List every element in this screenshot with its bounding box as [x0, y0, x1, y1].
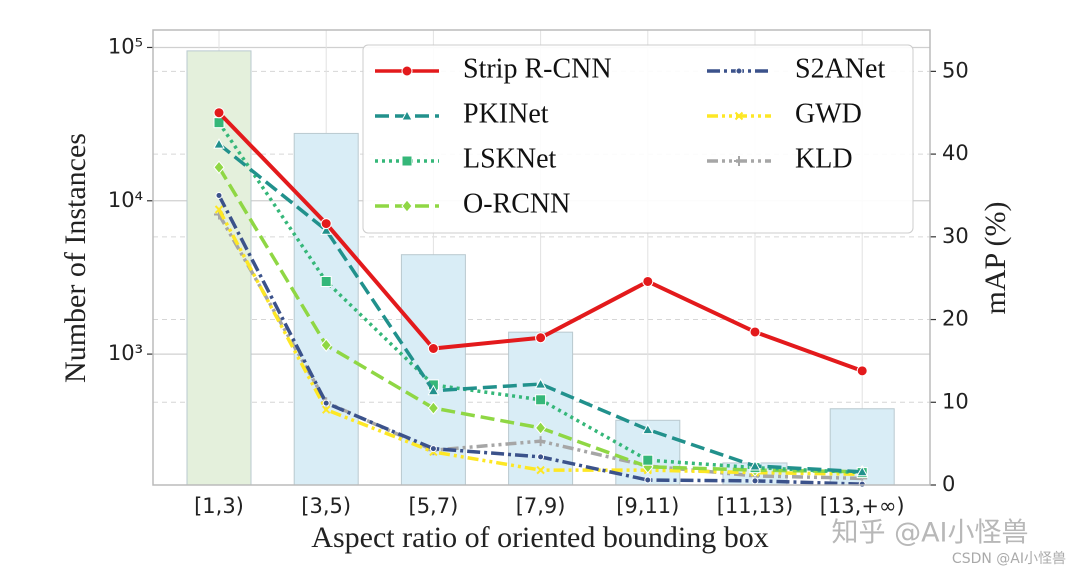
legend-marker — [401, 109, 413, 121]
line-marker — [320, 338, 332, 352]
x-tick-label: [3,5) — [301, 494, 351, 518]
line-marker — [534, 421, 547, 435]
legend-marker — [401, 199, 413, 213]
y2-tick-label: 40 — [942, 141, 969, 165]
line-marker — [535, 394, 547, 406]
y2-tick-label: 20 — [942, 307, 969, 331]
line-marker — [642, 275, 654, 287]
legend-label: Strip R-CNN — [463, 53, 612, 84]
legend-label: S2ANet — [795, 53, 885, 84]
x-tick-label: [9,11) — [616, 494, 679, 518]
line-marker — [213, 160, 225, 175]
line-marker — [427, 343, 439, 354]
line-marker — [749, 459, 761, 471]
line-marker — [858, 480, 866, 488]
x-tick-label: [1,3) — [194, 494, 244, 518]
x-tick-label: [5,7) — [409, 494, 459, 518]
line-marker — [535, 332, 547, 344]
y-tick-label: 10⁵ — [108, 34, 143, 58]
line-marker — [641, 423, 654, 435]
line-marker — [213, 107, 225, 119]
line-marker — [856, 365, 868, 377]
line-marker — [321, 405, 331, 414]
legend-marker — [734, 156, 744, 166]
legend-label: KLD — [795, 143, 853, 174]
legend-marker — [735, 67, 743, 75]
x-axis-label: Aspect ratio of oriented bounding box — [311, 521, 768, 554]
line-marker — [856, 465, 869, 477]
line-marker — [535, 436, 546, 447]
legend-label: GWD — [795, 98, 862, 129]
line-marker — [322, 399, 330, 407]
x-tick-label: [11,13) — [717, 494, 794, 518]
x-tick-label: [13,+∞) — [820, 494, 905, 518]
legend-marker — [734, 111, 744, 121]
y2-tick-label: 50 — [942, 58, 969, 82]
line-marker — [320, 275, 332, 287]
line-marker — [644, 476, 652, 484]
watermark-footer: CSDN @AI小怪兽 — [952, 551, 1066, 567]
y2-tick-label: 10 — [942, 389, 969, 413]
line-marker — [427, 401, 440, 415]
legend-box — [362, 44, 914, 234]
plot-frame — [152, 29, 931, 486]
line-marker — [429, 445, 437, 453]
line-marker — [751, 477, 759, 485]
line-marker — [213, 138, 225, 149]
line-marker — [749, 326, 761, 338]
legend-marker — [401, 155, 413, 167]
line-marker — [534, 378, 547, 389]
y2-axis-label: mAP (%) — [979, 201, 1012, 314]
watermark: 知乎 @AI小怪兽 — [831, 518, 1028, 549]
line-marker — [320, 224, 333, 235]
y2-tick-label: 0 — [942, 472, 955, 496]
legend-label: LSKNet — [463, 143, 557, 174]
line-marker — [537, 453, 545, 461]
y-axis-label: Number of Instances — [59, 133, 92, 383]
legend-label: O-RCNN — [463, 188, 570, 219]
y-tick-label: 10⁴ — [108, 188, 143, 212]
line-marker — [427, 384, 440, 396]
line-marker — [536, 465, 545, 475]
y-tick-label: 10³ — [108, 341, 143, 365]
x-tick-label: [7,9) — [516, 494, 566, 518]
line-marker — [642, 454, 654, 466]
line-marker — [320, 218, 332, 230]
line-marker — [215, 191, 223, 199]
legend-marker — [401, 65, 413, 77]
y2-tick-label: 30 — [942, 224, 969, 248]
line-marker — [214, 205, 224, 214]
legend-label: PKINet — [463, 98, 549, 129]
